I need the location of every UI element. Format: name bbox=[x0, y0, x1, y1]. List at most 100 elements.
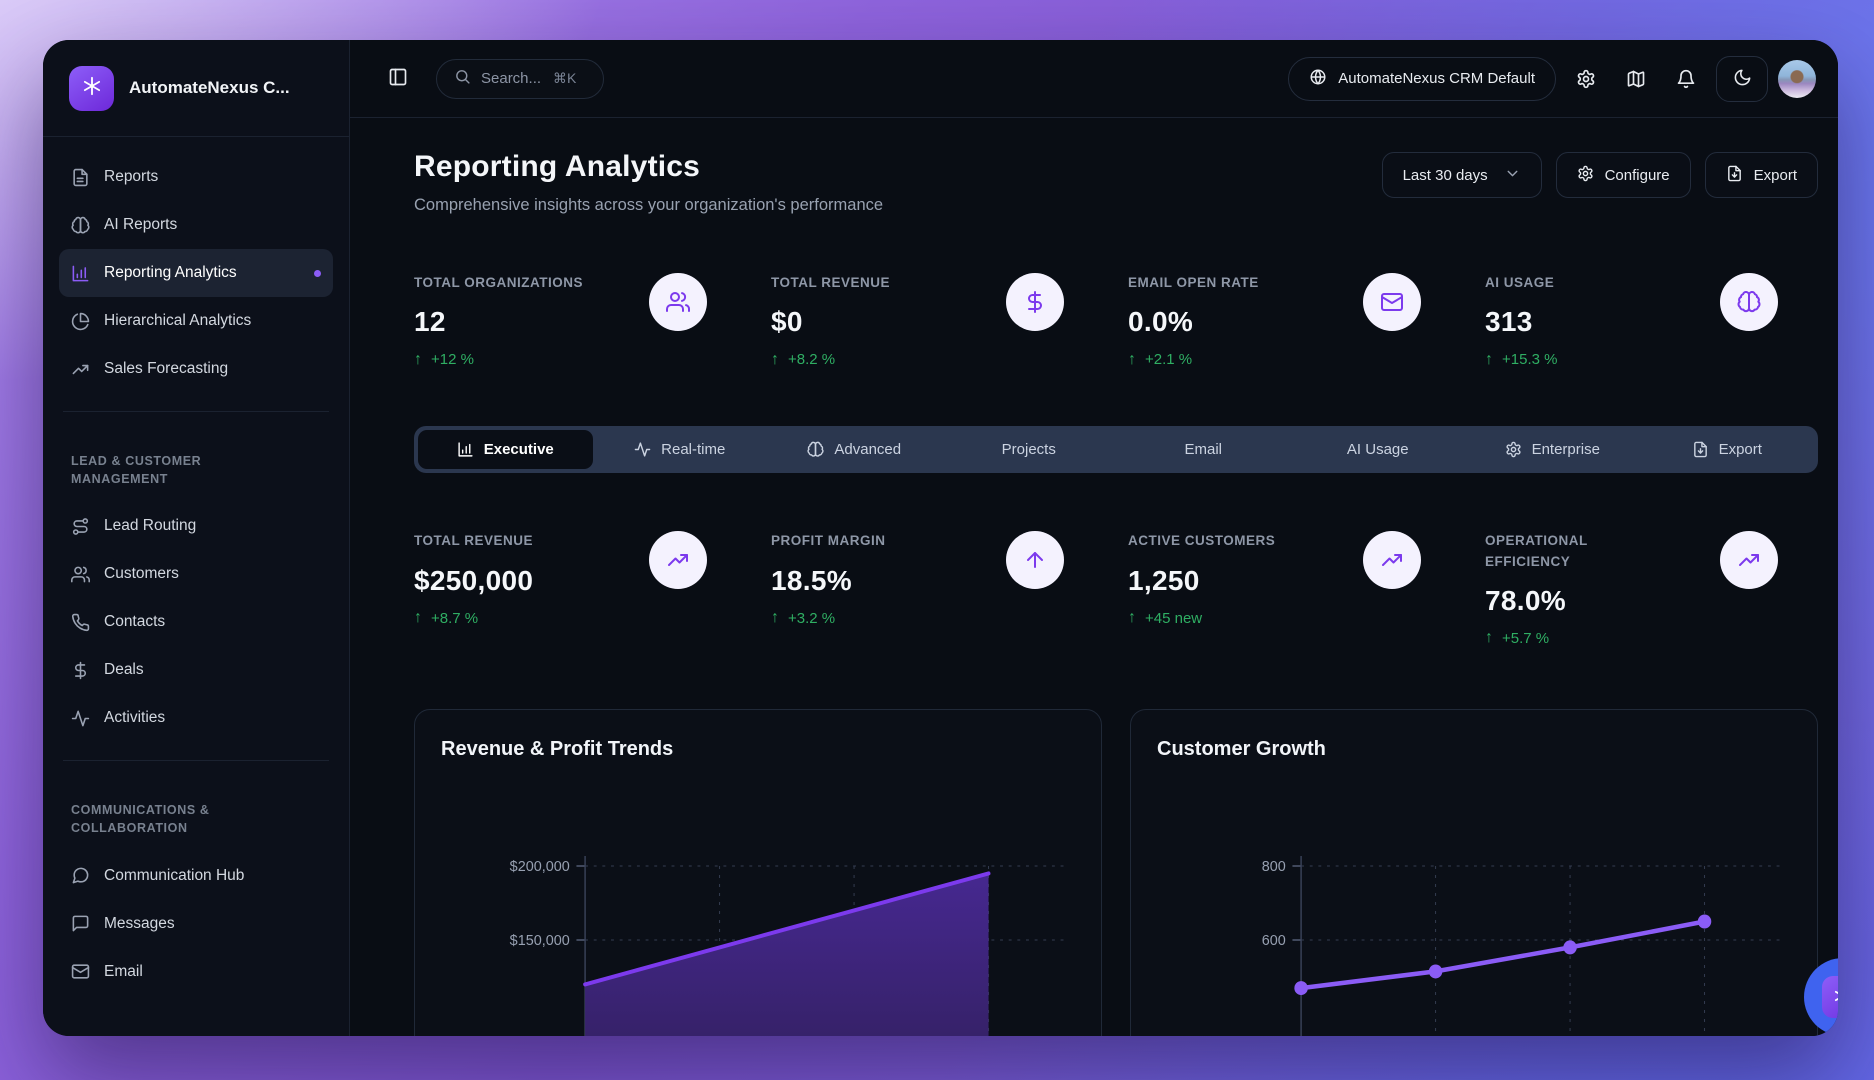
kpi-value: 12 bbox=[414, 306, 446, 338]
export-label: Export bbox=[1753, 166, 1797, 184]
path bbox=[71, 312, 89, 330]
topbar-actions: AutomateNexus CRM Default bbox=[1288, 55, 1816, 102]
sidebar-item-messages[interactable]: Messages bbox=[59, 900, 333, 948]
path bbox=[71, 613, 90, 631]
tab-label: Enterprise bbox=[1531, 441, 1600, 459]
path bbox=[1577, 69, 1595, 88]
kpi-icon-circle bbox=[1363, 273, 1421, 331]
activity-icon bbox=[71, 710, 90, 727]
kpi-change-text: +3.2 % bbox=[788, 609, 836, 627]
kpi-icon-circle bbox=[649, 531, 707, 590]
polyline bbox=[1027, 552, 1043, 562]
map-icon bbox=[1627, 70, 1645, 87]
dollar-icon bbox=[1028, 291, 1042, 313]
kpi-label: TOTAL REVENUE bbox=[771, 275, 891, 290]
workspace-selector-button[interactable]: AutomateNexus CRM Default bbox=[1288, 56, 1556, 101]
sidebar-item-activities[interactable]: Activities bbox=[59, 694, 333, 742]
panel-left-icon bbox=[389, 68, 407, 86]
kpi-value: 78.0% bbox=[1485, 584, 1566, 616]
search-placeholder: Search... bbox=[481, 70, 542, 87]
tab-executive[interactable]: Executive bbox=[418, 430, 593, 470]
path bbox=[79, 216, 90, 234]
circle bbox=[1697, 914, 1712, 929]
arrow-up-icon: ↑ bbox=[414, 350, 422, 368]
path bbox=[72, 915, 89, 932]
sidebar-item-lead-routing[interactable]: Lead Routing bbox=[59, 502, 333, 550]
text: $150,000 bbox=[510, 933, 570, 949]
sidebar-item-email[interactable]: Email bbox=[59, 948, 333, 996]
notifications-button[interactable] bbox=[1666, 59, 1706, 99]
circle bbox=[1294, 980, 1308, 995]
chart-title: Revenue & Profit Trends bbox=[441, 737, 674, 760]
configure-label: Configure bbox=[1604, 166, 1670, 184]
circle bbox=[1563, 940, 1577, 955]
arrow-up-icon: ↑ bbox=[771, 350, 779, 368]
kpi-change-text: +2.1 % bbox=[1145, 351, 1193, 369]
sidebar-item-reports[interactable]: Reports bbox=[59, 153, 333, 201]
configure-button[interactable]: Configure bbox=[1555, 152, 1691, 198]
user-avatar[interactable] bbox=[1778, 59, 1816, 98]
sidebar-item-reporting-analytics[interactable]: Reporting Analytics bbox=[59, 249, 333, 297]
path bbox=[71, 966, 90, 974]
export-button[interactable]: Export bbox=[1704, 152, 1818, 198]
mail-icon bbox=[1381, 293, 1403, 311]
circle bbox=[1582, 75, 1590, 82]
settings-button[interactable] bbox=[1566, 59, 1606, 99]
file-down-icon bbox=[1726, 165, 1743, 186]
moon-icon bbox=[1733, 68, 1752, 90]
kpi-icon-circle bbox=[1006, 531, 1064, 590]
circle bbox=[74, 566, 83, 575]
kpi-label: TOTAL ORGANIZATIONS bbox=[414, 275, 583, 290]
path bbox=[71, 575, 86, 583]
polyline bbox=[72, 364, 89, 374]
kpi-change-text: +45 new bbox=[1145, 609, 1203, 627]
sidebar-item-deals[interactable]: Deals bbox=[59, 646, 333, 694]
path bbox=[685, 304, 690, 312]
customer-growth-card: Customer Growth 800 600 bbox=[1130, 708, 1818, 1036]
arrow-up-icon: ↑ bbox=[1128, 609, 1136, 626]
kpi-label: AI USAGE bbox=[1485, 275, 1555, 290]
theme-toggle-button[interactable] bbox=[1716, 55, 1768, 102]
chevron-down-icon bbox=[1504, 165, 1521, 186]
arrow-up-icon: ↑ bbox=[771, 609, 779, 626]
sidebar-item-label: Deals bbox=[104, 661, 144, 679]
search-input[interactable]: Search... ⌘K bbox=[436, 58, 604, 99]
polyline bbox=[82, 364, 89, 371]
tab-label: Advanced bbox=[834, 441, 902, 459]
kpi-total-revenue: TOTAL REVENUE $250,000 ↑ +8.7 % bbox=[414, 531, 747, 647]
sidebar-item-ai-reports[interactable]: AI Reports bbox=[59, 201, 333, 249]
line bbox=[464, 78, 470, 84]
charts-row: Revenue & Profit Trends $200,000 $150,000… bbox=[414, 708, 1818, 1036]
tab-ai-usage[interactable]: AI Usage bbox=[1291, 430, 1466, 469]
path bbox=[81, 168, 88, 175]
activity-icon bbox=[634, 442, 651, 457]
tab-email[interactable]: Email bbox=[1116, 430, 1291, 469]
tab-advanced[interactable]: Advanced bbox=[767, 430, 942, 469]
date-range-select[interactable]: Last 30 days bbox=[1381, 152, 1542, 198]
sidebar-item-contacts[interactable]: Contacts bbox=[59, 598, 333, 646]
tab-projects[interactable]: Projects bbox=[942, 430, 1117, 469]
tab-label: Real-time bbox=[661, 441, 726, 459]
tab-enterprise[interactable]: Enterprise bbox=[1465, 430, 1640, 469]
globe-icon bbox=[1310, 69, 1326, 84]
kpi-value: 1,250 bbox=[1128, 564, 1200, 596]
sidebar-toggle-button[interactable] bbox=[378, 59, 418, 99]
text: 800 bbox=[1262, 859, 1286, 875]
circle bbox=[456, 70, 468, 82]
path bbox=[1683, 85, 1689, 88]
sidebar-item-label: Email bbox=[104, 962, 143, 980]
tab-real-time[interactable]: Real-time bbox=[593, 430, 768, 469]
kpi-change: ↑ +5.7 % bbox=[1485, 630, 1660, 647]
sidebar-item-sales-forecasting[interactable]: Sales Forecasting bbox=[59, 345, 333, 393]
kpi-change-text: +8.7 % bbox=[431, 609, 479, 627]
route-icon bbox=[72, 517, 89, 535]
sidebar-item-communication-hub[interactable]: Communication Hub bbox=[59, 852, 333, 900]
path bbox=[1632, 70, 1640, 87]
kpi-change: ↑ +12 % bbox=[414, 351, 583, 368]
polyline bbox=[1382, 554, 1402, 567]
map-button[interactable] bbox=[1616, 59, 1656, 99]
customer-growth-chart: 800 600 bbox=[1262, 855, 1780, 1036]
tab-export[interactable]: Export bbox=[1640, 430, 1815, 469]
sidebar-item-hierarchical-analytics[interactable]: Hierarchical Analytics bbox=[59, 297, 333, 345]
sidebar-item-customers[interactable]: Customers bbox=[59, 550, 333, 598]
